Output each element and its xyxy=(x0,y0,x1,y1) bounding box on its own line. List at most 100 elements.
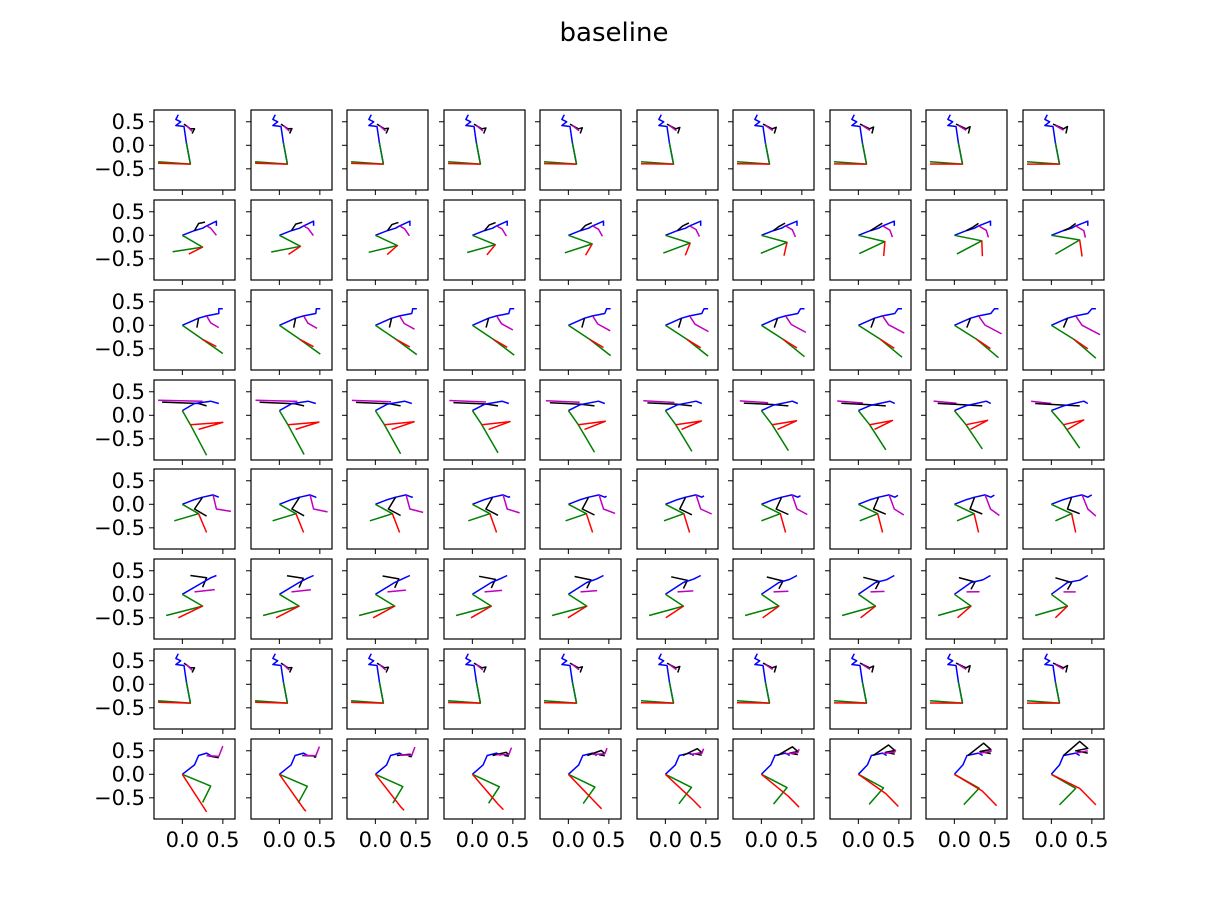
line-magenta xyxy=(933,400,957,405)
subplot-grid: 0.50.0−0.50.50.0−0.50.50.0−0.50.50.0−0.5… xyxy=(94,109,1109,852)
axes-frame xyxy=(443,738,526,820)
subplot-r5-c10 xyxy=(1018,468,1105,554)
subplot-r2-c1: 0.50.0−0.5 xyxy=(94,199,236,285)
axes-frame xyxy=(732,289,815,371)
line-blue xyxy=(1050,752,1081,775)
line-red xyxy=(299,338,314,348)
line-black xyxy=(870,222,883,232)
line-red xyxy=(1078,239,1083,257)
line-green xyxy=(648,593,685,617)
y-tick-label: 0.0 xyxy=(112,223,145,247)
subplot-r3-c2 xyxy=(246,289,333,375)
line-black xyxy=(291,496,305,517)
line-black xyxy=(841,402,886,407)
line-green xyxy=(640,681,675,704)
plot-area xyxy=(374,308,418,356)
plot-area xyxy=(174,494,232,533)
line-black xyxy=(773,317,779,328)
line-red xyxy=(448,162,481,165)
line-green xyxy=(1050,773,1077,806)
line-red xyxy=(567,605,588,619)
line-green xyxy=(833,142,868,165)
axes-frame xyxy=(925,648,1008,730)
line-magenta xyxy=(837,400,863,404)
line-green xyxy=(760,410,790,451)
axes-frame xyxy=(732,468,815,550)
line-magenta xyxy=(881,315,905,334)
x-tick-label: 0.0 xyxy=(456,828,489,852)
plot-area xyxy=(567,308,612,357)
x-tick-label: 0.5 xyxy=(206,828,239,852)
y-tick-label: −0.5 xyxy=(94,516,145,540)
axes-frame xyxy=(153,289,236,371)
line-blue xyxy=(375,220,411,236)
line-green xyxy=(953,410,983,450)
y-tick-label: 0.5 xyxy=(112,649,145,673)
line-magenta xyxy=(870,590,885,593)
line-magenta xyxy=(1075,225,1087,238)
line-magenta xyxy=(861,663,871,671)
plot-area xyxy=(564,220,605,256)
line-black xyxy=(579,222,593,232)
plot-area xyxy=(351,399,415,455)
subplot-r1-c2 xyxy=(246,109,333,195)
subplot-r6-c3 xyxy=(342,558,429,644)
x-tick-label: 0.0 xyxy=(649,828,682,852)
axes-frame xyxy=(346,379,429,461)
axes-frame xyxy=(732,648,815,730)
line-red xyxy=(374,773,405,811)
line-black xyxy=(1066,496,1080,515)
line-magenta xyxy=(978,749,992,755)
line-red xyxy=(288,245,301,256)
subplot-r1-c7 xyxy=(728,109,815,195)
line-green xyxy=(351,142,385,165)
subplot-r3-c6 xyxy=(632,289,719,375)
line-red xyxy=(771,420,798,431)
line-black xyxy=(388,318,393,328)
line-magenta xyxy=(282,663,290,671)
line-blue xyxy=(279,574,314,595)
plot-area xyxy=(278,308,321,355)
line-red xyxy=(386,244,398,256)
line-black xyxy=(485,496,499,516)
line-red xyxy=(954,773,998,807)
axes-frame xyxy=(250,199,333,281)
line-magenta xyxy=(984,494,1000,517)
plot-area xyxy=(760,746,800,808)
line-green xyxy=(166,593,204,617)
line-green xyxy=(665,773,693,805)
line-magenta xyxy=(502,494,520,514)
line-magenta xyxy=(387,589,406,593)
line-magenta xyxy=(689,225,701,237)
line-red xyxy=(188,246,203,255)
line-blue xyxy=(472,220,508,236)
axes-frame xyxy=(153,109,236,191)
y-tick-label: −0.5 xyxy=(94,157,145,181)
line-magenta xyxy=(571,124,580,132)
plot-area xyxy=(351,114,390,165)
plot-area xyxy=(181,745,224,813)
plot-area xyxy=(858,220,896,256)
plot-area xyxy=(468,494,520,533)
axes-frame xyxy=(539,379,622,461)
line-black xyxy=(1062,317,1069,328)
line-blue xyxy=(954,400,992,412)
subplot-r7-c6 xyxy=(632,648,719,734)
subplot-r4-c7 xyxy=(728,379,815,465)
line-green xyxy=(255,142,289,165)
x-tick-label: 0.0 xyxy=(938,828,971,852)
line-magenta xyxy=(785,748,800,755)
axes-frame xyxy=(346,558,429,640)
x-tick-label: 0.5 xyxy=(978,828,1011,852)
axes-frame xyxy=(250,648,333,730)
line-blue xyxy=(568,400,606,412)
line-green xyxy=(954,234,983,255)
axes-frame xyxy=(539,289,622,371)
line-magenta xyxy=(784,315,807,334)
line-red xyxy=(683,513,691,533)
y-tick-label: −0.5 xyxy=(94,247,145,271)
line-black xyxy=(766,576,784,590)
line-red xyxy=(857,773,899,808)
line-magenta xyxy=(303,746,321,757)
line-blue xyxy=(1051,220,1089,236)
